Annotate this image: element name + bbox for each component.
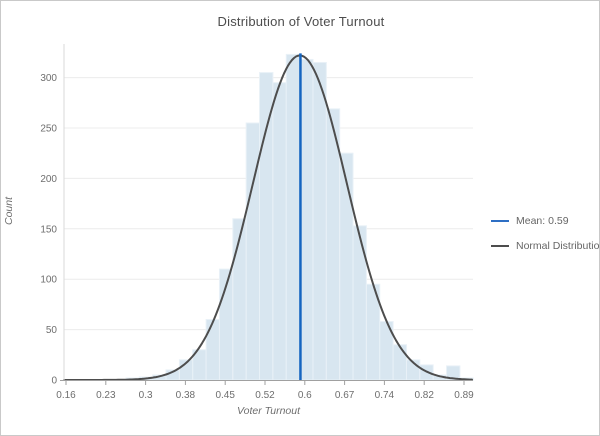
- chart-title: Distribution of Voter Turnout: [217, 14, 385, 29]
- legend-label-mean: Mean: 0.59: [516, 215, 569, 227]
- svg-text:200: 200: [40, 174, 57, 185]
- svg-text:0.3: 0.3: [139, 390, 153, 401]
- svg-text:0.89: 0.89: [454, 390, 474, 401]
- y-axis-title: Count: [3, 196, 15, 226]
- normal-curve: [63, 54, 473, 381]
- svg-text:0.74: 0.74: [375, 390, 395, 401]
- svg-text:50: 50: [46, 325, 58, 336]
- legend-item-normal-distribution[interactable]: Normal Distribution: [491, 240, 600, 252]
- y-axis: 0 50 100 150 200 250 300: [40, 44, 65, 387]
- svg-text:0.82: 0.82: [414, 390, 434, 401]
- svg-text:0.23: 0.23: [96, 390, 116, 401]
- svg-text:250: 250: [40, 124, 57, 135]
- svg-text:0.38: 0.38: [176, 390, 196, 401]
- legend-label-normal-distribution: Normal Distribution: [516, 240, 600, 252]
- legend: Mean: 0.59 Normal Distribution: [491, 215, 600, 252]
- svg-text:0.52: 0.52: [255, 390, 275, 401]
- svg-text:0.67: 0.67: [335, 390, 355, 401]
- svg-text:0.16: 0.16: [56, 390, 76, 401]
- svg-text:100: 100: [40, 275, 57, 286]
- svg-text:0.45: 0.45: [215, 390, 235, 401]
- svg-text:300: 300: [40, 73, 57, 84]
- histogram-bars: [125, 53, 474, 381]
- x-axis: 0.16 0.23 0.3 0.38 0.45 0.52 0.6 0.67 0.74 0.82 0.…: [56, 380, 474, 401]
- svg-text:150: 150: [40, 224, 57, 235]
- normal-curve-swatch-icon: [491, 245, 509, 247]
- svg-text:0: 0: [51, 376, 57, 387]
- svg-text:0.6: 0.6: [298, 390, 312, 401]
- mean-line-swatch-icon: [491, 220, 509, 222]
- x-axis-title: Voter Turnout: [236, 405, 301, 417]
- legend-item-mean[interactable]: Mean: 0.59: [491, 215, 599, 227]
